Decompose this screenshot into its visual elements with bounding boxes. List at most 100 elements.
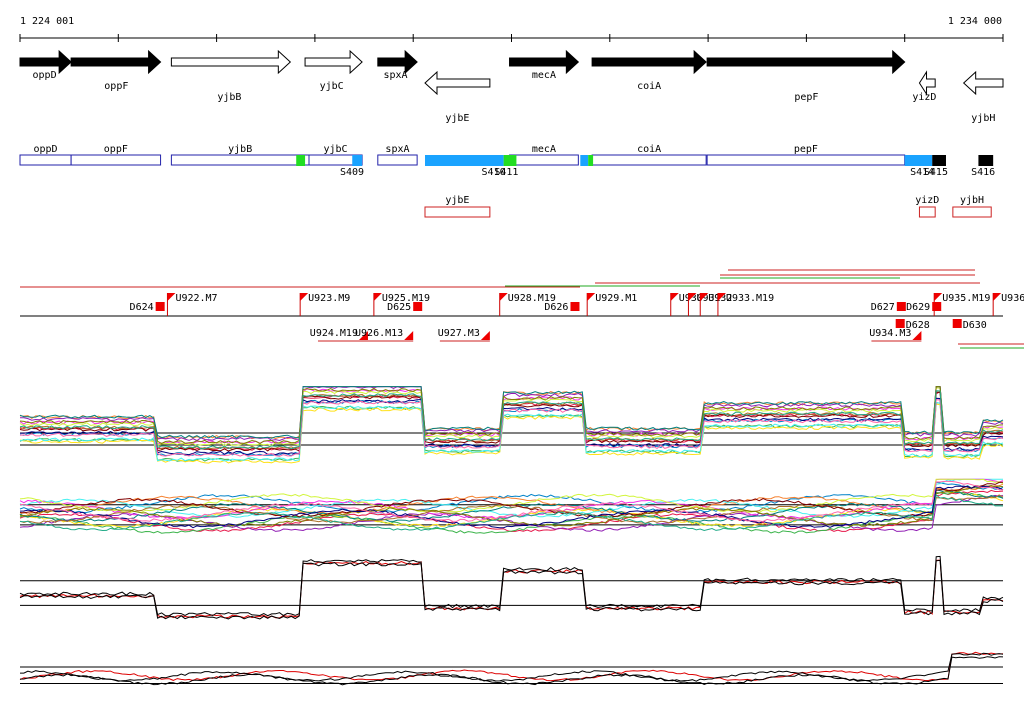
upshift-label: U933.M19 — [726, 293, 774, 304]
expression-profile — [19, 390, 1004, 450]
gene-arrow — [424, 70, 491, 96]
expression-panels — [19, 386, 1004, 686]
segment-label: S414 — [910, 167, 934, 178]
segment-block — [904, 155, 933, 166]
gene-label: mecA — [532, 70, 556, 81]
transcription-unit-box — [308, 154, 363, 166]
transcription-unit-label: mecA — [532, 144, 556, 155]
gene-label: oppF — [104, 81, 128, 92]
segment-label: S416 — [971, 167, 995, 178]
transcription-unit-box — [377, 154, 418, 166]
gene-arrow — [70, 49, 162, 75]
end-coordinate: 1 234 000 — [948, 16, 1002, 27]
upshift-flag — [688, 293, 697, 301]
gene-label: oppD — [33, 70, 57, 81]
gene-label: coiA — [637, 81, 661, 92]
downshift-marker — [413, 302, 423, 311]
upshift-label: U926.M13 — [355, 328, 403, 339]
expression-profile — [19, 403, 1004, 464]
upshift-flag — [700, 293, 709, 301]
transcription-unit-box — [170, 154, 310, 166]
transcription-unit-label: oppF — [104, 144, 128, 155]
transcription-unit-label: spxA — [385, 144, 409, 155]
expression-profile — [19, 397, 1004, 457]
upshift-label: U923.M9 — [308, 293, 350, 304]
gene-arrow — [962, 70, 1004, 96]
expression-profile — [19, 386, 1004, 439]
expression-profile — [19, 559, 1004, 620]
reverse-transcription-units: yjbE yizD yjbH — [424, 195, 992, 218]
downshift-label: D627 — [871, 302, 895, 313]
downshift-label: D629 — [906, 302, 930, 313]
upshift-flag — [587, 293, 596, 301]
gene-arrow — [591, 49, 707, 75]
upshift-flag — [358, 331, 368, 340]
downshift-label: D625 — [387, 302, 411, 313]
transcription-unit-box — [706, 154, 906, 166]
transcription-unit-box — [70, 154, 162, 166]
expression-profile — [19, 399, 1004, 457]
expression-profile — [19, 485, 1004, 529]
gene-label: yizD — [912, 92, 936, 103]
segment-label: S415 — [924, 167, 948, 178]
transcription-unit-box — [918, 206, 936, 218]
upshift-flag — [373, 293, 382, 301]
upshift-label: U922.M7 — [175, 293, 217, 304]
transcription-unit-box — [952, 206, 992, 218]
segment-block — [424, 155, 504, 166]
upshift-label: U927.M3 — [438, 328, 480, 339]
downshift-marker — [932, 302, 942, 311]
expression-profile — [19, 559, 1004, 619]
downshift-label: D630 — [963, 320, 987, 331]
transcription-unit-label: pepF — [794, 144, 818, 155]
expression-profile — [19, 656, 1004, 686]
upshift-flag — [480, 331, 490, 340]
gene-arrow — [170, 49, 292, 75]
gene-label: yjbE — [445, 113, 469, 124]
segment-label: S411 — [494, 167, 518, 178]
expression-profile — [19, 481, 1004, 518]
upshift-flag — [300, 293, 309, 301]
expression-profile — [19, 651, 1004, 682]
expression-profile — [19, 391, 1004, 452]
segment-label: S410 — [482, 167, 506, 178]
expression-profile — [19, 494, 1004, 532]
upshift-label: U924.M19 — [310, 328, 358, 339]
upshift-label: U931 — [696, 293, 720, 304]
gene-arrow — [377, 49, 418, 75]
expression-profile — [19, 386, 1004, 442]
upshift-flag — [167, 293, 176, 301]
upshift-flag — [404, 331, 414, 340]
expression-profile — [19, 386, 1004, 440]
expression-profile — [19, 480, 1003, 523]
downshift-marker — [570, 302, 580, 311]
gene-arrow — [509, 49, 580, 75]
downshift-label: D626 — [544, 302, 568, 313]
forward-transcription-units: oppD oppF yjbB yjbC spxA mecA coiA pepF S409 S410… — [19, 144, 995, 178]
expression-profile — [19, 555, 1004, 617]
expression-profile — [19, 494, 1004, 532]
segment-block — [978, 155, 994, 166]
transcription-unit-label: yjbH — [960, 195, 984, 206]
downshift-marker — [952, 319, 962, 328]
upshift-label: U928.M19 — [508, 293, 556, 304]
gene-arrow — [918, 70, 936, 96]
upshift-label: U925.M19 — [382, 293, 430, 304]
upshift-flag — [499, 293, 508, 301]
transcription-unit-box — [509, 154, 579, 166]
transcription-unit-label: yjbC — [323, 144, 347, 155]
downshift-label: D624 — [130, 302, 154, 313]
transcription-unit-label: coiA — [637, 144, 661, 155]
expression-profile — [19, 402, 1004, 462]
upshift-flag — [717, 293, 726, 301]
gene-label: yjbC — [320, 81, 344, 92]
transcription-unit-box — [591, 154, 707, 166]
upshift-flag — [670, 293, 679, 301]
transcription-unit-box — [19, 154, 72, 166]
downshift-label: D628 — [906, 320, 930, 331]
gene-label: spxA — [383, 70, 407, 81]
transcription-unit-label: yizD — [915, 195, 939, 206]
gene-label: yjbB — [217, 92, 241, 103]
downshift-marker — [896, 302, 906, 311]
